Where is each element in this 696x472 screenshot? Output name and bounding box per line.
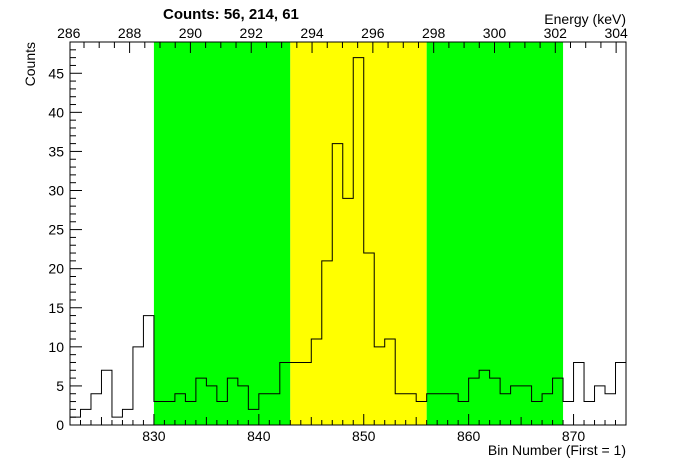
energy-tick-label: 304 (604, 25, 628, 41)
region-band-1 (290, 42, 427, 425)
x-tick-labels: 830 840 850 860 870 (142, 428, 585, 444)
x-tick-label: 840 (247, 428, 271, 444)
y-tick-label: 5 (56, 378, 64, 394)
energy-tick-label: 298 (422, 25, 446, 41)
chart-title: Counts: 56, 214, 61 (163, 6, 299, 23)
energy-tick-label: 300 (483, 25, 507, 41)
y-tick-label: 20 (48, 261, 64, 277)
energy-tick-label: 294 (300, 25, 324, 41)
energy-tick-label: 296 (361, 25, 385, 41)
y-tick-labels: 0 5 10 15 20 25 30 35 40 45 (48, 65, 64, 433)
energy-tick-label: 302 (544, 25, 568, 41)
region-bands (153, 42, 564, 425)
energy-tick-labels: 286 288 290 292 294 296 298 300 302 304 (57, 25, 628, 41)
energy-tick-label: 290 (179, 25, 203, 41)
plot-frame (69, 41, 627, 426)
x-axis-label: Bin Number (First = 1) (488, 442, 626, 458)
y-tick-label: 35 (48, 143, 64, 159)
x-tick-label: 870 (562, 428, 586, 444)
region-band-2 (426, 42, 564, 425)
y-tick-label: 30 (48, 183, 64, 199)
energy-axis-label: Energy (keV) (544, 11, 626, 27)
y-axis-label: Counts (22, 42, 38, 86)
y-tick-label: 40 (48, 104, 64, 120)
x-tick-label: 850 (352, 428, 376, 444)
energy-tick-label: 286 (57, 25, 81, 41)
energy-tick-label: 288 (118, 25, 142, 41)
axis-ticks (69, 41, 627, 426)
energy-tick-label: 292 (240, 25, 264, 41)
y-tick-label: 15 (48, 300, 64, 316)
y-tick-label: 0 (56, 417, 64, 433)
x-tick-label: 830 (142, 428, 166, 444)
y-tick-label: 10 (48, 339, 64, 355)
y-tick-label: 25 (48, 222, 64, 238)
x-tick-label: 860 (457, 428, 481, 444)
region-band-0 (153, 42, 291, 425)
histogram-line (70, 57, 626, 418)
y-tick-label: 45 (48, 65, 64, 81)
